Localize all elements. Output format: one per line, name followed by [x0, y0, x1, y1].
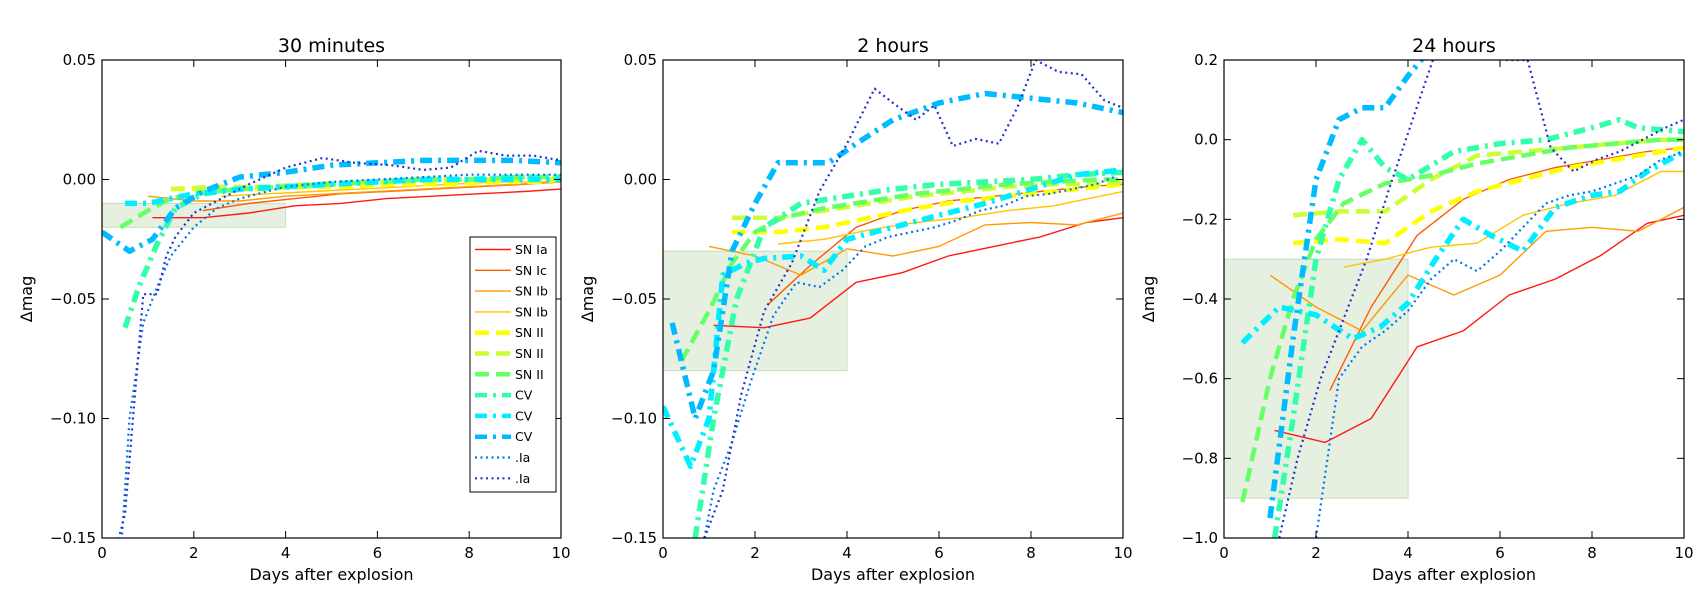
- y-tick-label: 0.00: [624, 171, 657, 189]
- x-tick-label: 2: [189, 544, 199, 562]
- legend-label: CV: [515, 388, 533, 403]
- series-line-snii-6: [1240, 137, 1684, 503]
- x-tick-label: 6: [1495, 544, 1505, 562]
- series-line-snia-0: [1274, 214, 1684, 444]
- x-tick-label: 10: [551, 544, 570, 562]
- y-tick-label: −1.0: [1182, 529, 1218, 547]
- series-line-snic-1: [1329, 146, 1684, 391]
- series-group: [1240, 60, 1684, 538]
- y-tick-label: −0.10: [611, 410, 657, 428]
- x-tick-label: 6: [934, 544, 944, 562]
- series-line-cv-9: [669, 90, 1123, 422]
- legend-label: SN Ib: [515, 284, 548, 299]
- x-tick-label: 10: [1113, 544, 1132, 562]
- x-axis-label: Days after explosion: [1372, 565, 1536, 584]
- x-tick-label: 4: [842, 544, 852, 562]
- series-line-ia-10: [120, 173, 561, 538]
- shaded-region: [663, 250, 848, 372]
- y-tick-label: 0.05: [624, 51, 657, 69]
- y-tick-label: −0.2: [1182, 210, 1218, 228]
- chart-title: 24 hours: [1412, 35, 1496, 57]
- y-tick-label: 0.00: [63, 171, 96, 189]
- y-tick-label: −0.15: [611, 529, 657, 547]
- y-axis-label: Δmag: [1139, 276, 1158, 323]
- y-tick-label: −0.10: [50, 410, 96, 428]
- y-tick-label: −0.15: [50, 529, 96, 547]
- y-axis-label: Δmag: [17, 276, 36, 323]
- legend-label: SN Ib: [515, 304, 548, 319]
- x-axis-label: Days after explosion: [249, 565, 413, 584]
- series-line-snib-2: [147, 181, 561, 202]
- series-line-snib-2: [708, 212, 1123, 276]
- x-tick-label: 0: [658, 544, 668, 562]
- series-line-snia-0: [152, 188, 561, 219]
- series-line-cv-7: [692, 169, 1123, 538]
- x-tick-label: 4: [281, 544, 291, 562]
- series-line-cv-8: [1240, 149, 1684, 345]
- shaded-region: [1224, 258, 1409, 499]
- x-tick-label: 2: [750, 544, 760, 562]
- legend-label: CV: [515, 408, 533, 423]
- legend-label: .Ia: [515, 450, 530, 465]
- legend-label: SN Ia: [515, 242, 548, 257]
- series-line-cv-8: [125, 176, 561, 207]
- panel-1: 0 2 4 6 8 10 −0.15 −0.10 −0.05 0.00 0.05 30 minutes…: [17, 35, 571, 584]
- panel-2: 0 2 4 6 8 10 −0.15 −0.10 −0.05 0.00 0.05 2 hours Day…: [578, 35, 1133, 584]
- series-line-snii-4: [1292, 145, 1684, 246]
- series-line-cv-8: [663, 167, 1123, 470]
- x-tick-label: 0: [97, 544, 107, 562]
- y-tick-label: 0.2: [1194, 51, 1218, 69]
- y-tick-label: −0.05: [50, 290, 96, 308]
- series-group: [102, 149, 561, 538]
- chart-title: 2 hours: [857, 35, 929, 57]
- series-line-snib-3: [777, 190, 1123, 245]
- series-group: [663, 60, 1123, 538]
- legend-label: SN II: [515, 325, 544, 340]
- legend: SN Ia SN Ic SN Ib SN Ib SN II SN II SN II CV CV C…: [469, 236, 557, 493]
- legend-box: [469, 236, 557, 493]
- legend-label: SN Ic: [515, 263, 547, 278]
- y-tick-label: −0.8: [1182, 449, 1218, 467]
- legend-label: SN II: [515, 367, 544, 382]
- x-tick-label: 0: [1219, 544, 1229, 562]
- y-tick-label: −0.6: [1182, 370, 1218, 388]
- legend-label: CV: [515, 429, 533, 444]
- series-line-cv-9: [102, 157, 561, 254]
- x-tick-label: 6: [373, 544, 383, 562]
- series-line-snib-3: [221, 178, 561, 197]
- legend-label: .Ia: [515, 471, 530, 486]
- y-tick-label: 0.05: [63, 51, 96, 69]
- series-line-snib-3: [1343, 170, 1684, 268]
- x-tick-label: 2: [1311, 544, 1321, 562]
- x-tick-label: 8: [464, 544, 474, 562]
- chart-title: 30 minutes: [278, 35, 385, 57]
- legend-label: SN II: [515, 346, 544, 361]
- x-tick-label: 8: [1026, 544, 1036, 562]
- series-line-snib-2: [1269, 206, 1684, 332]
- x-tick-label: 4: [1403, 544, 1413, 562]
- x-tick-label: 10: [1674, 544, 1693, 562]
- series-line-cv-9: [1267, 60, 1425, 519]
- y-tick-label: −0.05: [611, 290, 657, 308]
- y-axis-label: Δmag: [578, 276, 597, 323]
- panel-3: 0 2 4 6 8 10 −1.0 −0.8 −0.6 −0.4 −0.2 0.0 0.2 24 hour…: [1139, 35, 1694, 584]
- y-tick-label: 0.0: [1194, 131, 1218, 149]
- x-tick-label: 8: [1587, 544, 1597, 562]
- y-tick-label: −0.4: [1182, 290, 1218, 308]
- series-line-snia-0: [713, 217, 1123, 329]
- x-axis-label: Days after explosion: [811, 565, 975, 584]
